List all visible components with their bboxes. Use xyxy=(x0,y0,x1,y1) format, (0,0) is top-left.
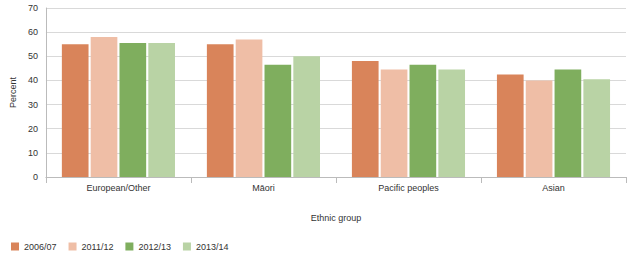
svg-text:70: 70 xyxy=(28,3,38,13)
svg-text:Asian: Asian xyxy=(542,183,565,193)
svg-text:Māori: Māori xyxy=(252,183,275,193)
svg-text:European/Other: European/Other xyxy=(86,183,150,193)
svg-text:2013/14: 2013/14 xyxy=(196,242,229,252)
svg-text:Percent: Percent xyxy=(8,76,18,108)
svg-text:0: 0 xyxy=(33,172,38,182)
svg-text:2011/12: 2011/12 xyxy=(82,242,114,252)
svg-text:20: 20 xyxy=(28,124,38,134)
svg-text:40: 40 xyxy=(28,75,38,85)
svg-text:10: 10 xyxy=(28,148,38,158)
svg-text:60: 60 xyxy=(28,27,38,37)
svg-text:Pacific peoples: Pacific peoples xyxy=(378,183,439,193)
svg-text:Ethnic group: Ethnic group xyxy=(311,213,362,223)
svg-text:2012/13: 2012/13 xyxy=(138,242,171,252)
svg-text:2006/07: 2006/07 xyxy=(24,242,57,252)
svg-text:30: 30 xyxy=(28,100,38,110)
svg-text:50: 50 xyxy=(28,51,38,61)
